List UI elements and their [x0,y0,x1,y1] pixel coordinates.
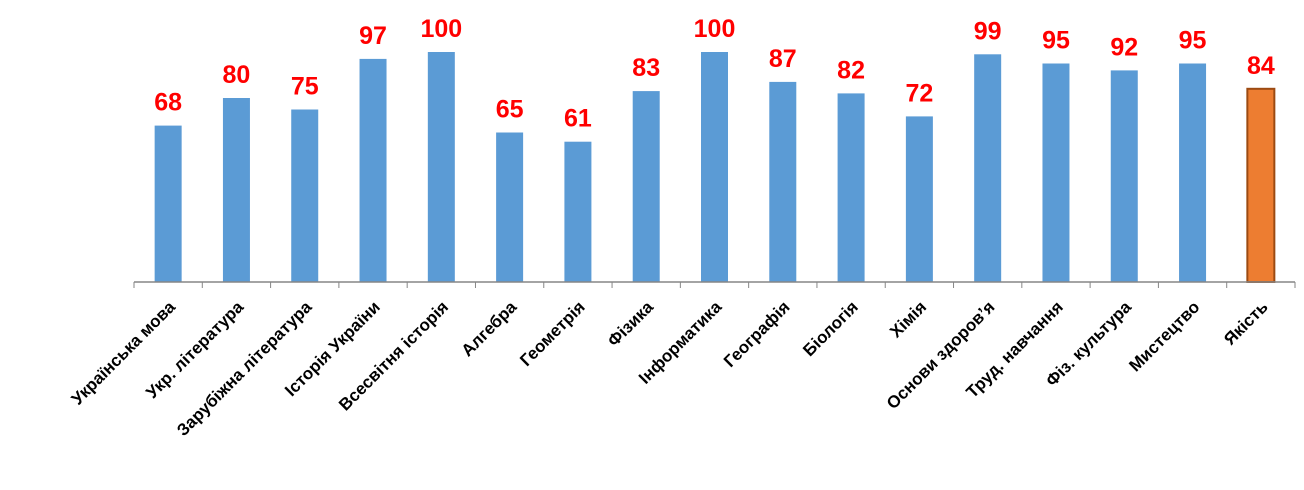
bar-11 [837,93,865,283]
data-label-1: 68 [154,89,182,117]
data-label-7: 61 [564,105,592,133]
data-label-2: 80 [223,61,251,89]
x-tick-label-7: Геометрія [516,297,589,370]
data-label-11: 82 [837,56,865,84]
x-tick-label-17: Якість [1220,297,1271,348]
bar-4 [359,58,387,283]
data-label-10: 87 [769,45,797,73]
bar-6 [496,132,524,282]
data-label-6: 65 [496,96,524,124]
bar-10 [769,81,797,283]
bar-7 [564,141,592,282]
bar-3 [291,109,319,282]
bar-15 [1110,70,1138,283]
x-tick-label-16: Мистецтво [1125,297,1203,375]
bar-16 [1179,63,1207,282]
data-label-8: 83 [632,54,660,82]
x-tick-label-3: Зарубіжна література [173,297,316,440]
x-tick-label-11: Біологія [799,297,862,360]
x-tick-label-6: Алгебра [458,297,521,360]
bar-14 [1042,63,1070,282]
data-label-16: 95 [1179,27,1207,55]
bar-12 [905,116,933,283]
data-label-12: 72 [905,79,933,107]
data-label-9: 100 [694,15,736,43]
x-tick-label-12: Хімія [886,297,930,341]
x-tick-label-8: Фізика [604,297,657,350]
data-label-3: 75 [291,73,319,101]
x-tick-label-10: Географія [720,297,794,371]
data-label-13: 99 [974,17,1002,45]
data-label-14: 95 [1042,27,1070,55]
bar-5 [427,52,455,282]
bar-17 [1246,87,1276,283]
data-label-17: 84 [1247,52,1275,80]
bar-2 [222,98,250,282]
data-label-15: 92 [1110,33,1138,61]
value-labels-layer: 68 80 75 97 100 65 61 83 100 87 82 72 99 95 92 95 84 [154,15,1275,133]
x-axis [133,281,1296,288]
data-label-5: 100 [420,15,462,43]
bar-1 [154,125,182,282]
bars-layer [154,52,1276,283]
data-label-4: 97 [359,22,387,50]
bar-9 [701,52,728,282]
bar-8 [632,91,660,282]
bar-13 [974,54,1002,282]
